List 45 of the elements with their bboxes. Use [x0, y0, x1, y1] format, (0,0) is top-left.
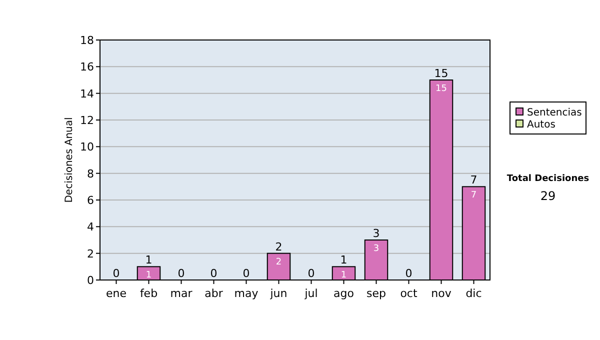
- data-label: 3: [373, 244, 380, 254]
- data-label: 15: [436, 84, 447, 94]
- total-label: 0: [308, 267, 315, 280]
- x-tick-label: abr: [204, 287, 224, 300]
- x-tick-label: may: [234, 287, 259, 300]
- x-tick-label: jul: [304, 287, 318, 300]
- total-label: 15: [434, 67, 448, 80]
- legend-label: Autos: [527, 120, 556, 130]
- total-label: 0: [210, 267, 218, 280]
- data-label: 7: [470, 190, 477, 201]
- y-tick-label: 10: [80, 140, 94, 154]
- text: Total Decisiones: [506, 174, 590, 184]
- total-label: 0: [178, 267, 185, 280]
- x-tick-label: oct: [400, 287, 418, 300]
- total-label: 0: [405, 267, 412, 280]
- total-label: 0: [242, 267, 250, 280]
- x-tick-label: ene: [106, 287, 127, 300]
- y-tick-label: 16: [80, 60, 94, 74]
- x-tick-label: nov: [431, 287, 452, 300]
- x-tick-label: ago: [334, 287, 354, 300]
- x-tick-label: sep: [366, 287, 386, 300]
- total-label: 2: [275, 240, 282, 254]
- data-label: 1: [146, 270, 152, 281]
- data-label: 1: [340, 270, 347, 281]
- y-tick-label: 12: [80, 114, 94, 127]
- y-tick-label: 8: [87, 167, 94, 180]
- x-tick-label: feb: [140, 287, 158, 300]
- total-label: 3: [372, 227, 380, 240]
- x-tick-label: jun: [269, 287, 288, 300]
- data-label: 2: [276, 257, 282, 268]
- y-tick-label: 2: [87, 247, 94, 260]
- y-tick-label: 6: [87, 194, 94, 207]
- y-axis-title: Decisiones Anual: [64, 117, 75, 203]
- x-tick-label: dic: [466, 287, 482, 300]
- y-tick-label: 0: [87, 274, 94, 287]
- total-label: 7: [470, 174, 478, 187]
- legend-label: Sentencias: [527, 108, 582, 118]
- x-tick-label: mar: [170, 287, 193, 300]
- y-tick-label: 14: [80, 87, 94, 100]
- text: 29: [540, 189, 556, 203]
- y-tick-label: 4: [87, 220, 94, 234]
- total-label: 1: [145, 254, 152, 267]
- total-label: 0: [112, 267, 120, 280]
- y-tick-label: 18: [80, 34, 94, 47]
- total-label: 1: [340, 254, 348, 267]
